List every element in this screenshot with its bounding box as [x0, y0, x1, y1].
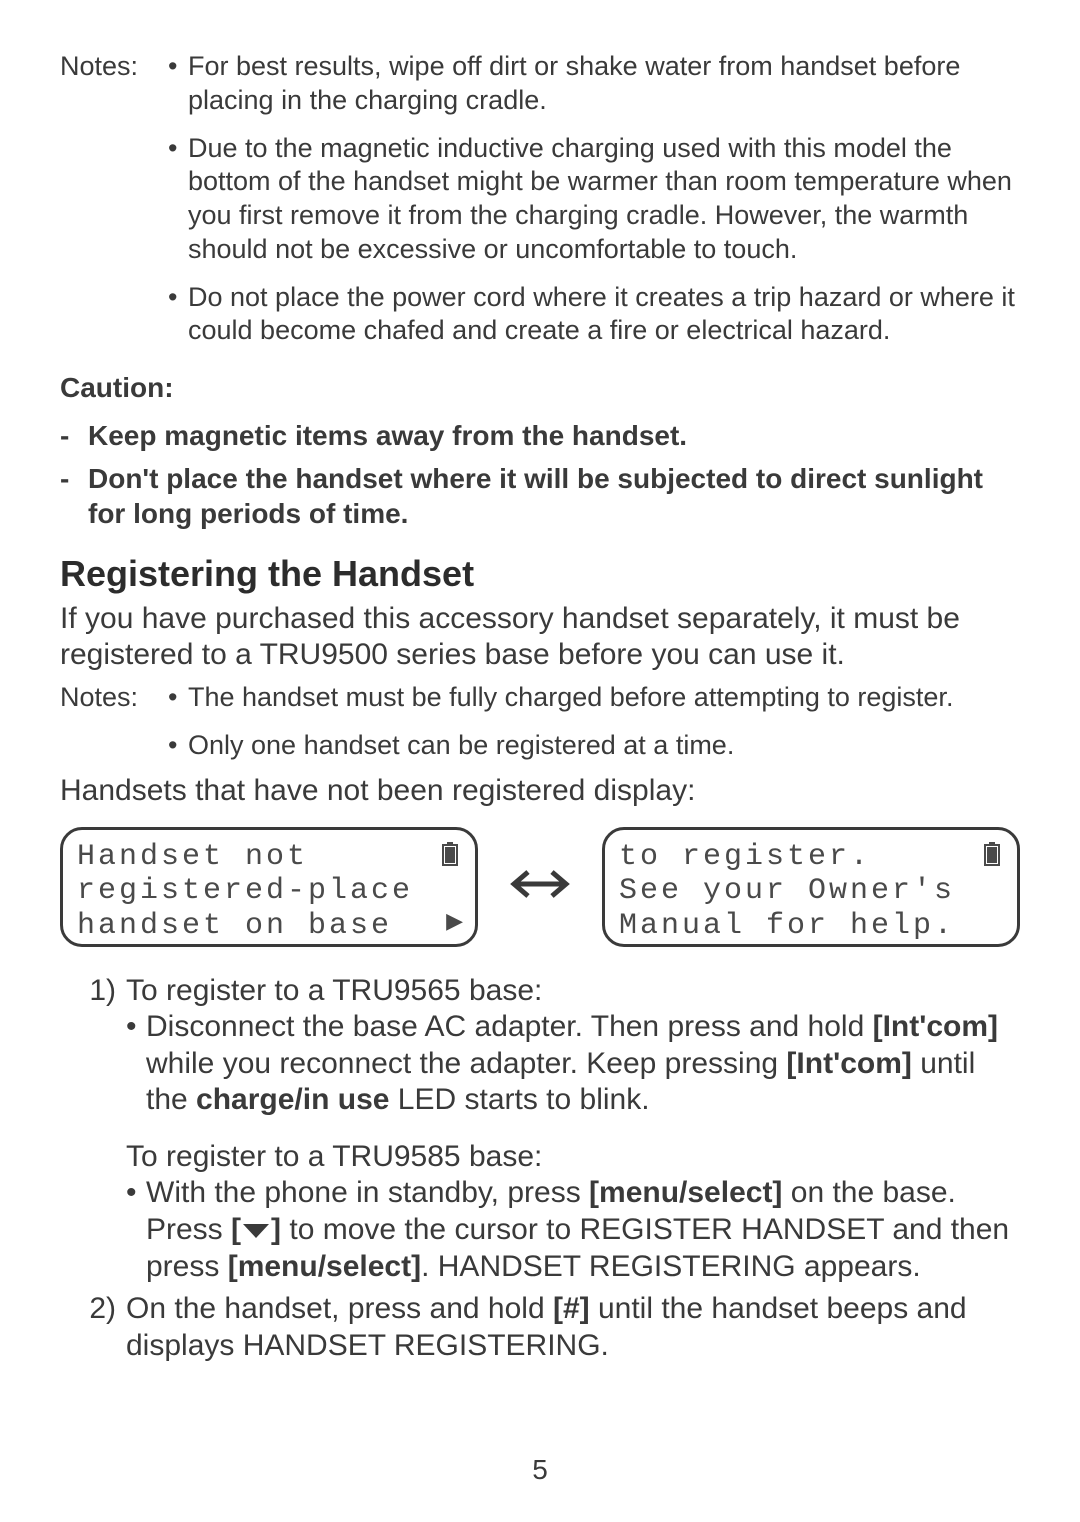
caution-text: Don't place the handset where it will be…	[88, 461, 1020, 531]
down-arrow-icon	[241, 1222, 271, 1240]
lcd-line: handset on base	[77, 909, 461, 944]
lcd-screen-right: to register. See your Owner's Manual for…	[602, 827, 1020, 947]
lcd-line: See your Owner's	[619, 874, 1003, 909]
bullet-icon: •	[168, 132, 188, 267]
lcd-line: Manual for help.	[619, 909, 1003, 944]
manual-page: Notes: • For best results, wipe off dirt…	[0, 0, 1080, 1522]
step-1: 1) To register to a TRU9565 base: • Disc…	[60, 973, 1020, 1286]
dash-icon: -	[60, 418, 88, 453]
step-body: To register to a TRU9565 base: • Disconn…	[126, 973, 1020, 1286]
step-2: 2) On the handset, press and hold [#] un…	[60, 1291, 1020, 1364]
key-bracket: [	[231, 1213, 241, 1246]
lcd-display-row: Handset not registered-place handset on …	[60, 827, 1020, 947]
text-fragment: LED starts to blink.	[389, 1083, 649, 1116]
key-label: [menu/select]	[589, 1176, 782, 1209]
step-number: 1)	[60, 973, 126, 1286]
step-1a-bullet: • Disconnect the base AC adapter. Then p…	[126, 1009, 1020, 1119]
caution-item: - Keep magnetic items away from the hand…	[60, 418, 1020, 453]
text-fragment: Disconnect the base AC adapter. Then pre…	[146, 1010, 873, 1043]
caution-item: - Don't place the handset where it will …	[60, 461, 1020, 531]
bullet-icon: •	[168, 681, 188, 715]
note-text: The handset must be fully charged before…	[188, 681, 1020, 715]
bullet-icon: •	[168, 729, 188, 763]
arrow-right-icon: ▶	[446, 908, 463, 934]
battery-icon	[983, 842, 1001, 866]
note-item: • Due to the magnetic inductive charging…	[168, 132, 1020, 267]
caution-heading: Caution:	[60, 372, 1020, 404]
note-item: • The handset must be fully charged befo…	[168, 681, 1020, 715]
key-label: [menu/select]	[228, 1250, 421, 1283]
caution-list: - Keep magnetic items away from the hand…	[60, 418, 1020, 531]
bullet-icon: •	[126, 1009, 146, 1119]
step-1b-text: With the phone in standby, press [menu/s…	[146, 1175, 1020, 1285]
key-label: [#]	[553, 1292, 590, 1325]
note-item: • Only one handset can be registered at …	[168, 729, 1020, 763]
key-label: [Int'com]	[786, 1047, 911, 1080]
text-fragment: while you reconnect the adapter. Keep pr…	[146, 1047, 786, 1080]
bullet-icon: •	[168, 50, 188, 118]
note-item: • For best results, wipe off dirt or sha…	[168, 50, 1020, 118]
text-fragment: With the phone in standby, press	[146, 1176, 589, 1209]
step-1b-lead: To register to a TRU9585 base:	[126, 1139, 1020, 1176]
key-bracket: ]	[271, 1213, 281, 1246]
lcd-line: registered-place	[77, 874, 461, 909]
numbered-steps: 1) To register to a TRU9565 base: • Disc…	[60, 973, 1020, 1365]
note-text: Do not place the power cord where it cre…	[188, 281, 1020, 349]
step-1b-bullet: • With the phone in standby, press [menu…	[126, 1175, 1020, 1285]
intro-text: If you have purchased this accessory han…	[60, 601, 1020, 673]
lcd-line: Handset not	[77, 840, 461, 875]
top-notes-block: Notes: • For best results, wipe off dirt…	[60, 50, 1020, 362]
section-heading: Registering the Handset	[60, 553, 1020, 595]
step-body: On the handset, press and hold [#] until…	[126, 1291, 1020, 1364]
reg-notes-block: Notes: • The handset must be fully charg…	[60, 681, 1020, 767]
unregistered-intro: Handsets that have not been registered d…	[60, 773, 1020, 809]
text-fragment: . HANDSET REGISTERING appears.	[421, 1250, 921, 1283]
note-text: Due to the magnetic inductive charging u…	[188, 132, 1020, 267]
bullet-icon: •	[168, 281, 188, 349]
led-label: charge/in use	[196, 1083, 389, 1116]
notes-label: Notes:	[60, 681, 168, 715]
note-text: For best results, wipe off dirt or shake…	[188, 50, 1020, 118]
notes-label: Notes:	[60, 50, 168, 84]
reg-notes-list: • The handset must be fully charged befo…	[168, 681, 1020, 767]
battery-icon	[441, 842, 459, 866]
caution-text: Keep magnetic items away from the handse…	[88, 418, 687, 453]
step-1a-text: Disconnect the base AC adapter. Then pre…	[146, 1009, 1020, 1119]
double-arrow-icon	[508, 864, 572, 909]
note-item: • Do not place the power cord where it c…	[168, 281, 1020, 349]
step-1a-lead: To register to a TRU9565 base:	[126, 973, 1020, 1010]
lcd-screen-left: Handset not registered-place handset on …	[60, 827, 478, 947]
step-number: 2)	[60, 1291, 126, 1364]
lcd-line: to register.	[619, 840, 1003, 875]
dash-icon: -	[60, 461, 88, 531]
bullet-icon: •	[126, 1175, 146, 1285]
note-text: Only one handset can be registered at a …	[188, 729, 1020, 763]
top-notes-list: • For best results, wipe off dirt or sha…	[168, 50, 1020, 362]
page-number: 5	[0, 1454, 1080, 1486]
text-fragment: On the handset, press and hold	[126, 1292, 553, 1325]
spacer	[126, 1119, 1020, 1139]
key-label: [Int'com]	[873, 1010, 998, 1043]
